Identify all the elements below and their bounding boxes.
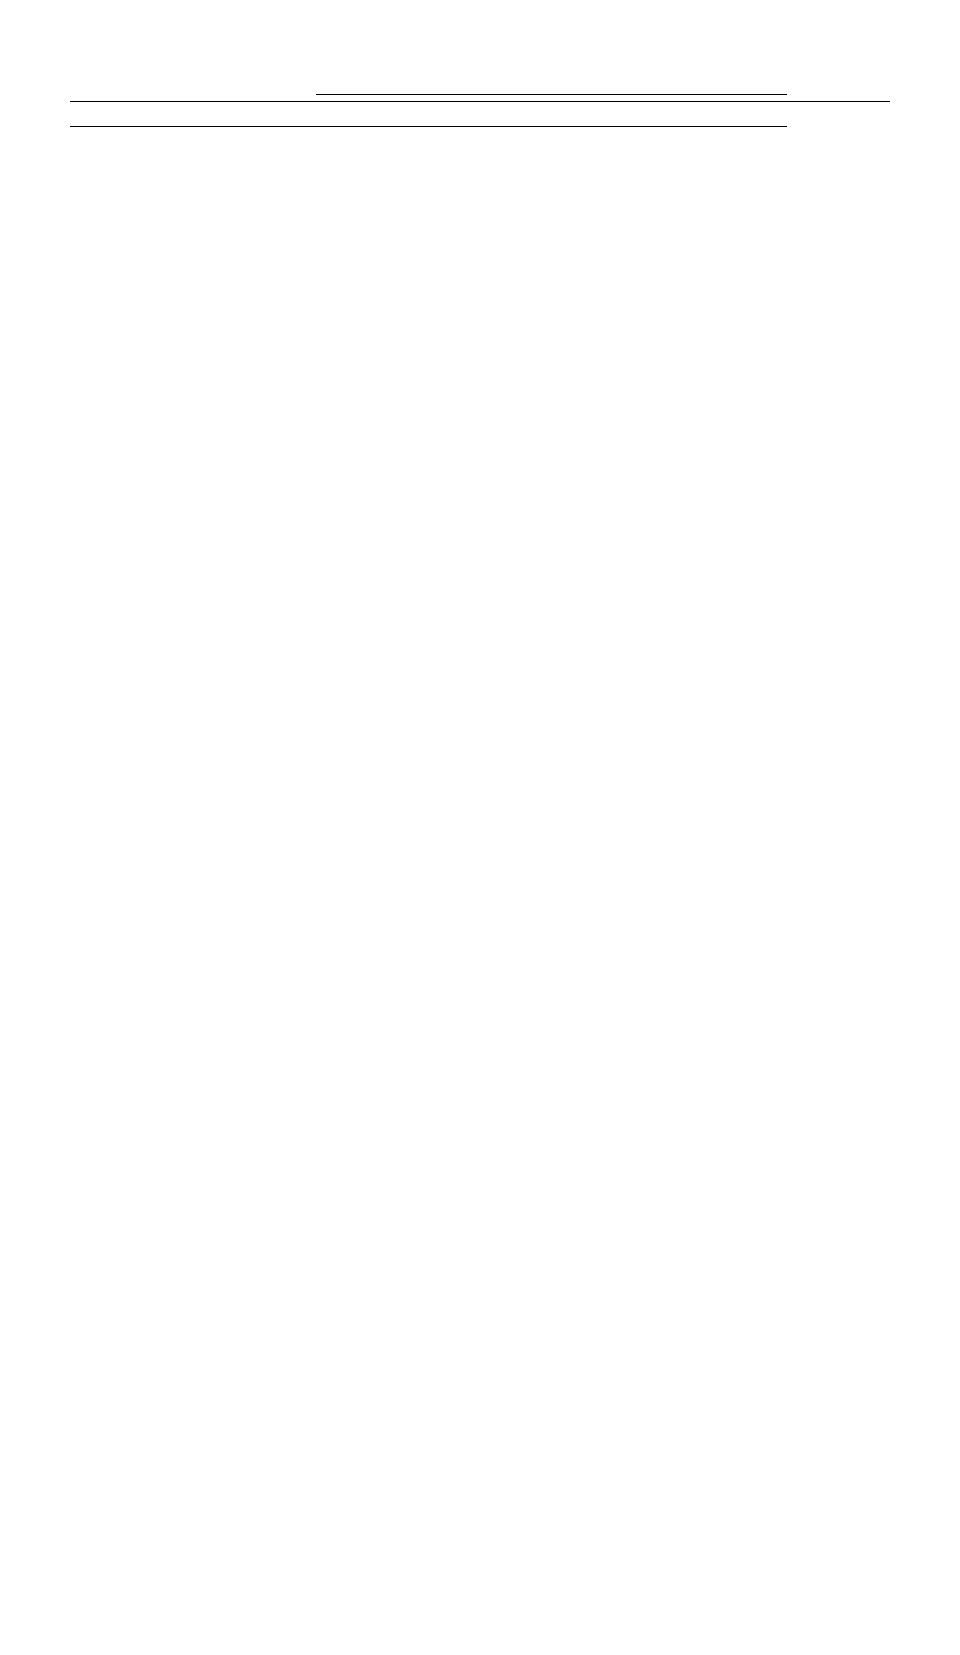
cell — [787, 114, 890, 120]
year-col — [693, 95, 787, 102]
row-label — [70, 120, 316, 127]
cell — [316, 120, 410, 127]
year-col — [599, 95, 693, 102]
units-label — [70, 88, 316, 102]
year-col — [316, 95, 410, 102]
year-col — [410, 95, 504, 102]
financial-table — [70, 88, 890, 127]
cagr-range — [787, 95, 890, 102]
section-heading — [70, 40, 890, 60]
cell — [410, 120, 504, 127]
cell — [505, 120, 599, 127]
table-row — [70, 120, 890, 127]
cell — [599, 120, 693, 127]
document-page — [0, 0, 960, 1655]
year-col — [505, 95, 599, 102]
cell — [693, 120, 787, 127]
